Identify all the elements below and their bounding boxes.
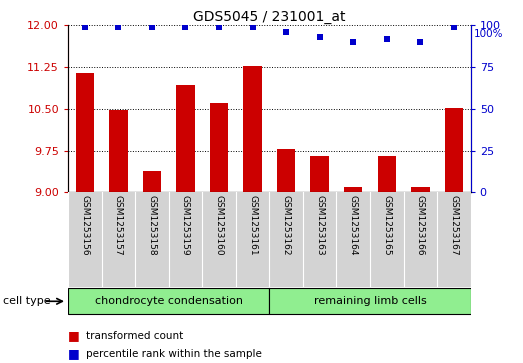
Bar [378,156,396,192]
Text: GSM1253162: GSM1253162 [281,195,291,256]
Point [248,24,257,30]
Point [349,39,357,45]
Text: chondrocyte condensation: chondrocyte condensation [95,296,243,306]
Text: GSM1253156: GSM1253156 [80,195,89,256]
Bar [344,187,362,192]
Text: percentile rank within the sample: percentile rank within the sample [86,349,262,359]
Text: ■: ■ [68,347,79,360]
Text: GSM1253166: GSM1253166 [416,195,425,256]
Point [114,24,122,30]
Bar [75,73,94,192]
Bar [445,108,463,192]
Bar [68,288,269,314]
Point [181,24,190,30]
Text: remaining limb cells: remaining limb cells [314,296,426,306]
Bar [210,103,228,192]
Point [282,29,290,35]
Text: GSM1253159: GSM1253159 [181,195,190,256]
Text: GSM1253158: GSM1253158 [147,195,156,256]
Bar [311,156,329,192]
Text: GSM1253157: GSM1253157 [114,195,123,256]
Text: cell type: cell type [3,296,50,306]
Bar [109,110,128,192]
Title: GDS5045 / 231001_at: GDS5045 / 231001_at [193,11,346,24]
Bar [277,149,295,192]
Point [315,34,324,40]
Bar [143,171,161,192]
Point [383,36,391,42]
Bar [269,288,471,314]
Text: transformed count: transformed count [86,331,184,341]
Bar [176,85,195,192]
Text: GSM1253163: GSM1253163 [315,195,324,256]
Text: GSM1253164: GSM1253164 [349,195,358,256]
Text: ■: ■ [68,329,79,342]
Text: GSM1253161: GSM1253161 [248,195,257,256]
Bar [411,187,429,192]
Text: 100%: 100% [473,29,503,39]
Point [81,24,89,30]
Point [416,39,425,45]
Point [450,24,458,30]
Bar [243,66,262,192]
Point [147,24,156,30]
Text: GSM1253165: GSM1253165 [382,195,391,256]
Text: GSM1253160: GSM1253160 [214,195,223,256]
Text: GSM1253167: GSM1253167 [449,195,459,256]
Point [215,24,223,30]
